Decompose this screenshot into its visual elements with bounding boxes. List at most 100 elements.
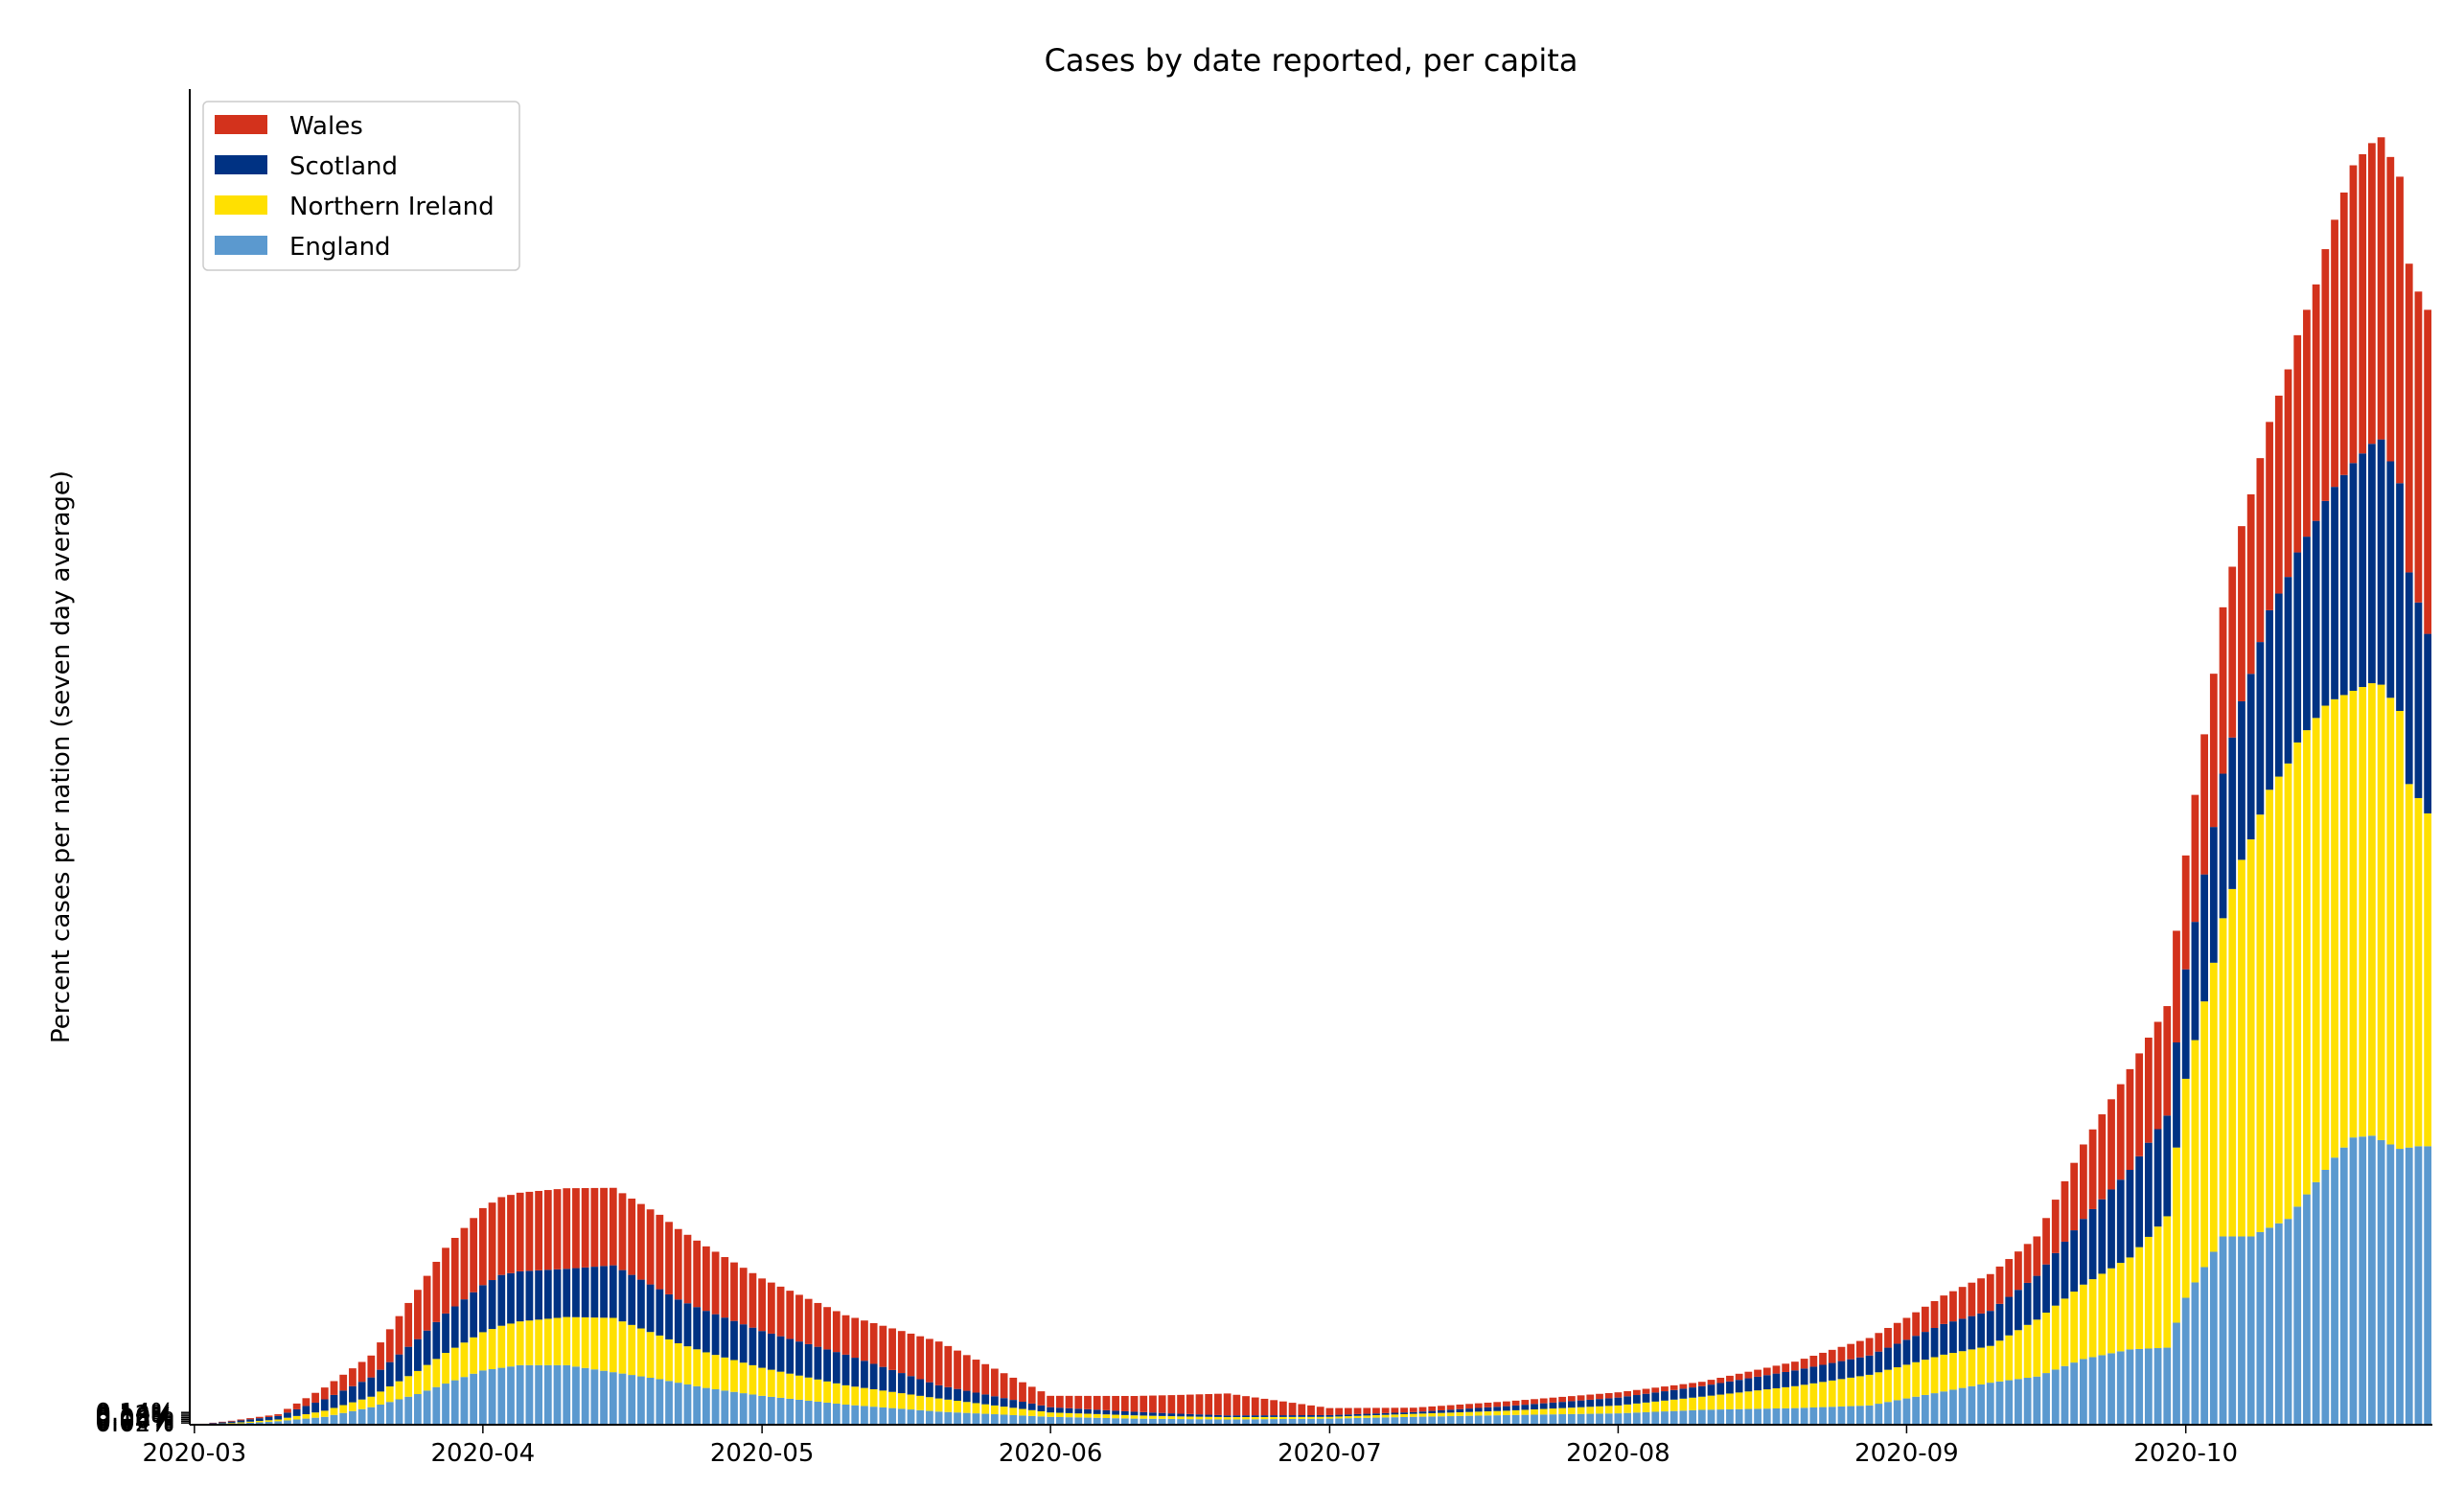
bar-wales [1307,1405,1315,1415]
bar-wales [618,1193,627,1270]
bar-wales [1782,1363,1790,1372]
bar-england [1735,1408,1743,1425]
bar-scotland [693,1307,702,1350]
bar-wales [1726,1375,1734,1382]
bar-england [926,1410,933,1425]
bar-northern-ireland [962,1402,971,1413]
bar-scotland [219,1422,226,1424]
bar-northern-ireland [237,1422,245,1424]
bar-northern-ireland [1000,1407,1008,1415]
bar-northern-ireland [1149,1415,1157,1419]
bar-wales [460,1227,469,1300]
bar-wales [1316,1407,1324,1415]
bar-northern-ireland [1167,1416,1176,1419]
bar-scotland [869,1363,878,1389]
bar-england [1446,1416,1455,1425]
bar-northern-ireland [525,1320,534,1365]
bar-northern-ireland [1949,1353,1957,1390]
bar-scotland [349,1385,357,1403]
bar-wales [1120,1395,1129,1411]
bar-england [1140,1418,1148,1425]
bar-scotland [1307,1415,1315,1417]
bar-wales [311,1392,319,1403]
bar-northern-ireland [2173,1147,2180,1323]
axes [189,89,2432,1426]
bar-wales [888,1328,896,1370]
bar-northern-ireland [1567,1407,1576,1414]
bar-england [954,1412,961,1425]
bar-northern-ireland [1363,1415,1371,1418]
bar-scotland [1112,1410,1119,1415]
bar-wales [2181,855,2190,970]
bar-wales [897,1331,906,1374]
bar-wales [2274,395,2283,594]
bar-wales [2349,165,2358,464]
bar-wales [1921,1306,1929,1333]
bar-northern-ireland [739,1362,748,1394]
bar-wales [1474,1403,1483,1408]
bar-england [748,1394,757,1425]
bar-northern-ireland [1531,1409,1538,1415]
bar-wales [1335,1407,1344,1415]
bar-england [2266,1227,2273,1425]
bar-england [2396,1149,2404,1425]
bar-scotland [1707,1384,1716,1396]
bar-england [1855,1406,1864,1425]
bar-england [292,1419,301,1425]
bar-wales [1772,1365,1781,1374]
bar-scotland [823,1349,831,1382]
bar-scotland [1567,1401,1576,1408]
bar-england [1642,1411,1650,1425]
bar-england [1344,1418,1352,1425]
bar-northern-ireland [934,1398,943,1412]
bar-scotland [1400,1412,1408,1414]
bar-northern-ireland [1558,1407,1567,1415]
bar-england [1511,1414,1520,1425]
bar-england [1465,1415,1473,1425]
bar-northern-ireland [721,1357,729,1391]
bar-northern-ireland [1726,1393,1734,1409]
bar-northern-ireland [767,1369,775,1397]
bar-england [1604,1413,1613,1425]
bar-wales [1288,1403,1297,1416]
bar-scotland [357,1382,366,1400]
bar-wales [1632,1389,1641,1396]
bar-wales [2005,1259,2014,1297]
bar-wales [1958,1287,1967,1319]
bar-england [1707,1409,1716,1425]
bar-northern-ireland [1484,1411,1492,1416]
bar-scotland [507,1272,515,1324]
bar-scotland [209,1423,218,1425]
bar-scotland [265,1417,273,1421]
bar-scotland [1632,1395,1641,1404]
bar-wales [1019,1382,1026,1403]
bar-wales [488,1202,496,1281]
bar-northern-ireland [1474,1411,1483,1416]
bar-scotland [2173,1042,2180,1148]
bar-northern-ireland [879,1390,887,1407]
bar-wales [432,1261,441,1322]
bar-scotland [2033,1275,2041,1320]
bar-northern-ireland [1400,1413,1408,1417]
bar-scotland [721,1317,729,1358]
bar-england [2061,1365,2069,1425]
bar-england [1549,1414,1557,1425]
bar-wales [2080,1144,2087,1220]
bar-scotland [711,1314,720,1356]
bar-scotland [385,1361,394,1387]
legend-swatch-england [215,236,267,255]
bar-england [1772,1408,1781,1425]
bar-scotland [1484,1407,1492,1412]
bar-northern-ireland [2274,776,2283,1224]
bar-england [2386,1144,2395,1425]
bar-scotland [1325,1414,1334,1417]
bar-scotland [2349,463,2358,691]
bar-northern-ireland [1186,1416,1194,1420]
bar-wales [470,1218,478,1293]
bar-scotland [1503,1406,1510,1411]
bar-wales [972,1360,980,1393]
bar-england [758,1395,767,1425]
bar-scotland [2088,1208,2097,1280]
bar-scotland [1446,1409,1455,1413]
bar-england [646,1378,655,1425]
